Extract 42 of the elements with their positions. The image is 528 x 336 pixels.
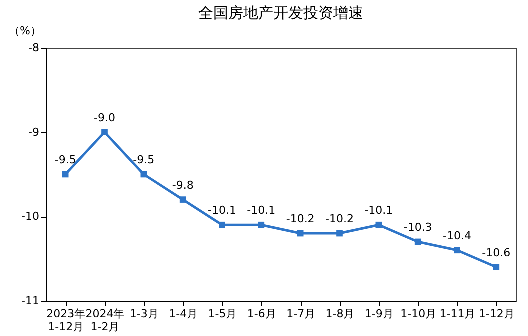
y-axis-title: （%） xyxy=(9,24,42,38)
data-label: -10.3 xyxy=(404,220,432,234)
point xyxy=(336,230,343,237)
y-tick-label: -8 xyxy=(28,42,40,54)
point xyxy=(219,222,226,228)
y-tick-label: -10 xyxy=(22,210,40,224)
x-tick-label: 1-11月 xyxy=(440,308,476,320)
chart-title: 全国房地产开发投资增速 xyxy=(198,4,364,22)
data-label: -10.1 xyxy=(208,204,236,218)
y-tick-label: -9 xyxy=(28,126,40,139)
x-tick-label: 1-10月 xyxy=(400,308,437,320)
point xyxy=(102,129,108,136)
x-tick-label: 1-8月 xyxy=(326,308,355,320)
point xyxy=(140,171,148,178)
data-label: -10.4 xyxy=(443,229,472,242)
data-label: -10.2 xyxy=(286,212,315,226)
x-tick-label: 2024年 1-2月 xyxy=(86,308,125,334)
point xyxy=(376,222,382,228)
data-label: -10.2 xyxy=(326,212,354,226)
point xyxy=(180,196,186,203)
point xyxy=(62,171,69,178)
x-tick-label: 1-12月 xyxy=(478,308,515,320)
point xyxy=(493,264,500,270)
y-tick-label: -11 xyxy=(22,294,40,308)
data-label: -9.5 xyxy=(133,154,155,166)
data-label: -9.8 xyxy=(172,178,194,192)
data-label: -10.1 xyxy=(364,204,394,218)
x-tick-label: 1-3月 xyxy=(130,308,159,320)
point xyxy=(454,247,460,254)
data-label: -9.0 xyxy=(94,111,116,124)
point xyxy=(414,238,422,246)
x-tick-label: 1-6月 xyxy=(247,308,276,320)
x-tick-label: 1-7月 xyxy=(286,308,316,320)
data-label: -9.5 xyxy=(54,154,76,166)
data-label: -10.6 xyxy=(482,246,511,260)
point xyxy=(258,222,265,228)
point xyxy=(297,230,304,237)
x-tick-label: 1-4月 xyxy=(169,308,198,320)
data-label: -10.1 xyxy=(247,204,276,218)
x-tick-label: 1-9月 xyxy=(364,308,394,320)
x-tick-label: 1-5月 xyxy=(208,308,238,320)
x-tick-label: 2023年 1-12月 xyxy=(46,308,86,334)
